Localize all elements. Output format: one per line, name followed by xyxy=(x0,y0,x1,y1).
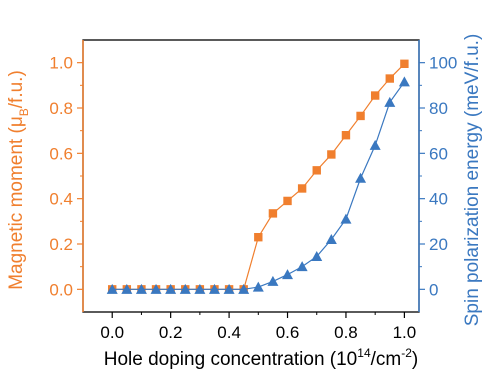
spin-energy-point xyxy=(179,283,191,294)
magnetic-moment-point xyxy=(254,233,263,242)
x-tick-label: 0.6 xyxy=(276,323,300,342)
magnetic-moment-point xyxy=(385,74,394,83)
spin-energy-point xyxy=(252,281,264,292)
y-left-tick-label: 0.0 xyxy=(49,280,73,299)
spin-energy-point xyxy=(296,261,308,272)
y-left-axis-title: Magnetic moment (μB/f.u.) xyxy=(6,70,31,290)
spin-energy-point xyxy=(194,283,206,294)
axis-layer: 0.0 0.2 0.4 0.6 0.8 1.0 0.0 0.2 0.4 0.6 0.8 1.0 0 20 4… xyxy=(49,40,457,342)
spin-energy-point xyxy=(106,283,118,294)
magnetic-moment-point xyxy=(297,184,307,193)
spin-energy-point xyxy=(340,213,352,224)
x-axis-title: Hole doping concentration (1014/cm-2) xyxy=(104,346,418,370)
spin-energy-point xyxy=(150,283,162,294)
spin-energy-point xyxy=(325,233,337,244)
spin-energy-point xyxy=(311,250,323,261)
x-tick-label: 0.0 xyxy=(100,323,124,342)
series-layer xyxy=(106,59,410,294)
spin-energy-point xyxy=(355,172,367,183)
y-left-tick-label: 0.6 xyxy=(49,144,73,163)
y-left-tick-label: 0.8 xyxy=(49,99,73,118)
magnetic-moment-point xyxy=(283,196,292,206)
spin-energy-point xyxy=(223,283,235,294)
x-tick-label: 1.0 xyxy=(393,323,417,342)
magnetic-moment-point xyxy=(370,91,380,100)
y-right-tick-label: 100 xyxy=(429,54,457,73)
magnetic-moment-point xyxy=(268,209,278,218)
spin-energy-point xyxy=(282,269,294,280)
y-right-axis-title: Spin polarization energy (meV/f.u.) xyxy=(462,34,483,327)
spin-energy-point xyxy=(384,96,396,107)
y-left-tick-label: 0.4 xyxy=(49,190,73,209)
y-right-tick-label: 60 xyxy=(429,144,448,163)
y-left-tick-label: 0.2 xyxy=(49,235,73,254)
plot-frame xyxy=(82,39,420,313)
spin-energy-point xyxy=(165,283,177,294)
spin-energy-point xyxy=(398,76,410,87)
magnetic-moment-point xyxy=(312,166,321,175)
y-right-tick-label: 20 xyxy=(429,235,448,254)
magnetic-moment-point xyxy=(356,111,365,121)
spin-energy-point xyxy=(208,283,220,294)
y-left-tick-label: 1.0 xyxy=(49,54,73,73)
y-right-tick-label: 40 xyxy=(429,190,448,209)
spin-energy-point xyxy=(369,139,381,150)
magnetic-moment-point xyxy=(341,131,351,140)
spin-energy-point xyxy=(238,283,250,294)
x-tick-label: 0.4 xyxy=(217,323,241,342)
x-tick-label: 0.2 xyxy=(159,323,183,342)
magnetic-moment-point xyxy=(327,150,336,159)
x-tick-label: 0.8 xyxy=(334,323,358,342)
spin-energy-point xyxy=(267,275,279,286)
spin-energy-point xyxy=(121,283,133,294)
spin-energy-point xyxy=(135,283,147,294)
y-right-tick-label: 80 xyxy=(429,99,448,118)
magnetic-moment-point xyxy=(400,59,409,68)
y-right-tick-label: 0 xyxy=(429,280,438,299)
